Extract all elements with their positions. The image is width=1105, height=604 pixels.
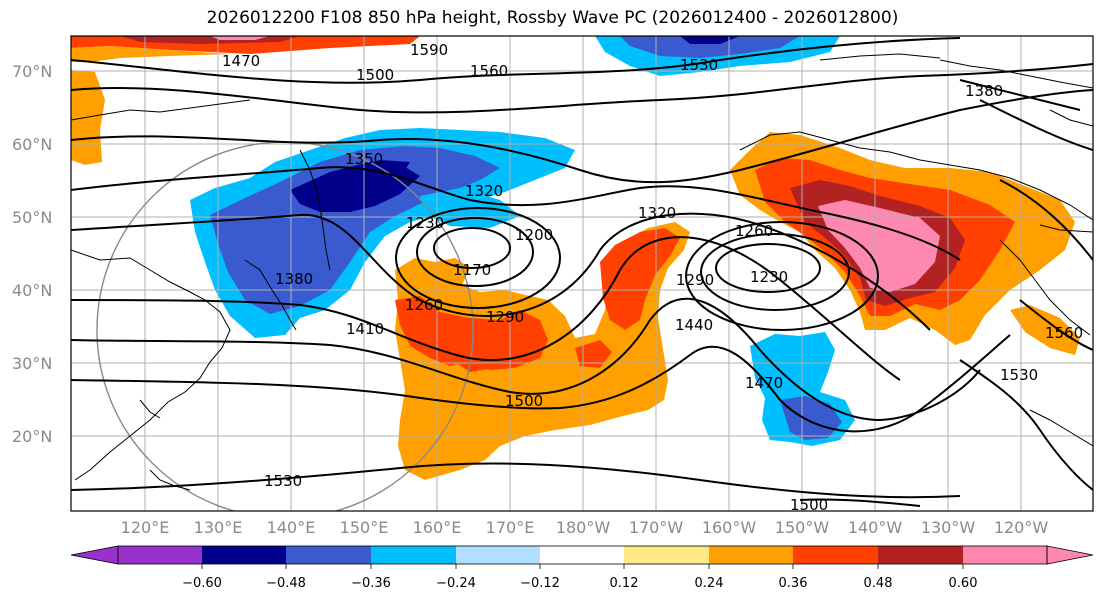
map-title: 2026012200 F108 850 hPa height, Rossby W… bbox=[206, 8, 899, 28]
colorbar-outline bbox=[117, 545, 1048, 565]
colorbar-tick-label: −0.12 bbox=[520, 576, 560, 591]
colorbar-extend-high bbox=[1046, 545, 1094, 565]
lon-label: 120°E bbox=[121, 518, 170, 537]
contour-label: 1470 bbox=[745, 374, 783, 392]
lat-label: 30°N bbox=[12, 354, 52, 373]
lat-label: 20°N bbox=[12, 427, 52, 446]
lon-label: 140°W bbox=[848, 518, 903, 537]
map-frame bbox=[70, 35, 1094, 512]
anomaly-northeast-pacific-positive bbox=[730, 132, 1080, 355]
lat-label: 60°N bbox=[12, 135, 52, 154]
contour-label: 1290 bbox=[676, 271, 714, 289]
contour-label: 1410 bbox=[346, 320, 384, 338]
colorbar-bin bbox=[371, 546, 456, 564]
contour-label: 1320 bbox=[465, 182, 503, 200]
colorbar-bin bbox=[286, 546, 371, 564]
contour-label: 1590 bbox=[410, 41, 448, 59]
contour-label: 1560 bbox=[470, 62, 508, 80]
colorbar-bin bbox=[456, 546, 540, 564]
contour-label: 1200 bbox=[515, 226, 553, 244]
contour-label: 1230 bbox=[750, 268, 788, 286]
colorbar-tick-label: −0.24 bbox=[436, 576, 476, 591]
colorbar-tick-label: 0.12 bbox=[610, 576, 639, 591]
lon-label: 160°E bbox=[413, 518, 462, 537]
colorbar-tick-label: 0.48 bbox=[864, 576, 893, 591]
lon-label: 150°W bbox=[775, 518, 830, 537]
contour-label: 1320 bbox=[638, 204, 676, 222]
contour-label: 1350 bbox=[345, 150, 383, 168]
colorbar-bin bbox=[202, 546, 286, 564]
colorbar-tick-label: −0.48 bbox=[266, 576, 306, 591]
anomaly-central-pacific-positive bbox=[395, 222, 690, 480]
colorbar-bin bbox=[963, 546, 1047, 564]
colorbar-bin bbox=[709, 546, 793, 564]
colorbar-tick-labels: −0.60 −0.48 −0.36 −0.24 −0.12 0.12 0.24 … bbox=[182, 576, 977, 591]
contour-label: 1230 bbox=[406, 214, 444, 232]
longitude-labels: 120°E 130°E 140°E 150°E 160°E 170°E 180°… bbox=[121, 518, 1049, 537]
contour-label: 1380 bbox=[275, 270, 313, 288]
contour-label: 1530 bbox=[680, 56, 718, 74]
colorbar-bin bbox=[878, 546, 963, 564]
colorbar-tick-label: 0.60 bbox=[949, 576, 978, 591]
colorbar-tick-label: 0.36 bbox=[779, 576, 808, 591]
colorbar-bin bbox=[118, 546, 202, 564]
colorbar-bin bbox=[540, 546, 624, 564]
lon-label: 140°E bbox=[267, 518, 316, 537]
contour-label: 1260 bbox=[735, 222, 773, 240]
contour-label: 1260 bbox=[405, 296, 443, 314]
colorbar-extend-low bbox=[70, 545, 119, 565]
colorbar: −0.60 −0.48 −0.36 −0.24 −0.12 0.12 0.24 … bbox=[70, 545, 1094, 591]
lon-label: 130°W bbox=[921, 518, 976, 537]
colorbar-bin bbox=[624, 546, 709, 564]
contour-label: 1470 bbox=[222, 52, 260, 70]
colorbar-tick-label: −0.36 bbox=[351, 576, 391, 591]
lon-label: 180°W bbox=[556, 518, 611, 537]
lon-label: 120°W bbox=[994, 518, 1049, 537]
colorbar-bin bbox=[793, 546, 878, 564]
colorbar-tick-label: 0.24 bbox=[695, 576, 724, 591]
lon-label: 170°W bbox=[629, 518, 684, 537]
contour-label: 1500 bbox=[505, 392, 543, 410]
contour-label: 1530 bbox=[1000, 366, 1038, 384]
height-contours bbox=[71, 37, 1093, 507]
contour-label: 1170 bbox=[453, 261, 491, 279]
lat-label: 70°N bbox=[12, 62, 52, 81]
lat-label: 50°N bbox=[12, 208, 52, 227]
lon-label: 170°E bbox=[486, 518, 535, 537]
latitude-labels: 70°N 60°N 50°N 40°N 30°N 20°N bbox=[12, 62, 52, 446]
contour-label: 1560 bbox=[1045, 324, 1083, 342]
contour-label: 1500 bbox=[790, 496, 828, 514]
contour-label-layer: 1470 1590 1560 1500 1530 1380 1350 1320 … bbox=[222, 41, 1083, 514]
lon-label: 160°W bbox=[702, 518, 757, 537]
contour-label: 1290 bbox=[486, 308, 524, 326]
contour-label: 1380 bbox=[965, 82, 1003, 100]
contour-label: 1440 bbox=[675, 316, 713, 334]
lon-label: 130°E bbox=[194, 518, 243, 537]
coastlines bbox=[71, 53, 1093, 491]
graticule bbox=[71, 36, 1093, 511]
lat-label: 40°N bbox=[12, 281, 52, 300]
contour-label: 1530 bbox=[264, 472, 302, 490]
contour-label: 1500 bbox=[356, 66, 394, 84]
colorbar-ticks bbox=[201, 564, 964, 569]
colorbar-tick-label: −0.60 bbox=[182, 576, 222, 591]
lon-label: 150°E bbox=[340, 518, 389, 537]
